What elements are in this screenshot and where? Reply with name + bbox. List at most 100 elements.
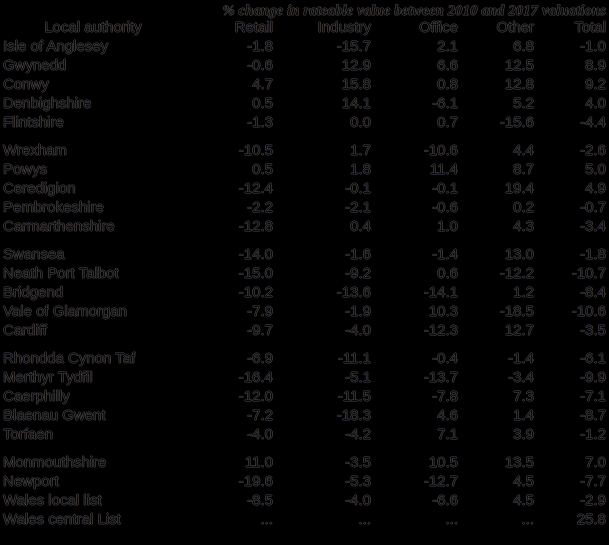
cell-name: Caerphilly — [3, 388, 70, 405]
cell-office: -12.3 — [423, 322, 458, 339]
cell-office: -13.7 — [423, 369, 458, 386]
table-title: % change in rateable value between 2010 … — [222, 3, 606, 19]
cell-other: -15.6 — [499, 114, 534, 131]
cell-industry: -1.9 — [345, 303, 371, 320]
table-row: Rhondda Cynon Taf -6.9 -11.1 -0.4 -1.4 -6.1 — [3, 349, 606, 368]
table-row: Blaenau Gwent -7.2 -18.3 4.6 1.4 -8.7 — [3, 406, 606, 425]
cell-name: Bridgend — [3, 284, 64, 301]
cell-office: ... — [445, 511, 458, 528]
cell-name: Vale of Glamorgan — [3, 303, 127, 320]
cell-other: 1.2 — [513, 284, 534, 301]
cell-other: 5.2 — [513, 95, 534, 112]
cell-other: 4.5 — [513, 473, 534, 490]
table-row: Merthyr Tydfil -16.4 -5.1 -13.7 -3.4 -9.9 — [3, 368, 606, 387]
table-row: Powys 0.5 1.8 11.4 8.7 5.0 — [3, 160, 606, 179]
rateable-value-table: Local authority Retail Industry Office O… — [3, 18, 606, 529]
cell-retail: -8.5 — [247, 492, 273, 509]
cell-industry: -2.1 — [345, 199, 371, 216]
cell-other: 7.3 — [513, 388, 534, 405]
cell-name: Wales central List — [3, 511, 121, 528]
cell-name: Powys — [3, 161, 48, 178]
cell-industry: 1.7 — [350, 142, 371, 159]
cell-retail: 4.7 — [252, 76, 273, 93]
cell-name: Swansea — [3, 246, 65, 263]
cell-name: Neath Port Talbot — [3, 265, 119, 282]
group-spacer — [3, 444, 606, 453]
cell-total: -9.9 — [580, 369, 606, 386]
table-row: Conwy 4.7 15.8 0.8 12.8 9.2 — [3, 75, 606, 94]
cell-retail: -16.4 — [238, 369, 273, 386]
table-row: Torfaen -4.0 -4.2 7.1 3.9 -1.2 — [3, 425, 606, 444]
cell-retail: -1.3 — [247, 114, 273, 131]
cell-office: 0.8 — [437, 76, 458, 93]
cell-name: Rhondda Cynon Taf — [3, 350, 136, 367]
cell-name: Pembrokeshire — [3, 199, 104, 216]
cell-retail: -12.0 — [238, 388, 273, 405]
cell-office: -6.6 — [432, 492, 458, 509]
cell-industry: -11.5 — [337, 388, 371, 405]
cell-office: 1.0 — [437, 218, 458, 235]
cell-name: Wales local list — [3, 492, 102, 509]
cell-name: Carmarthenshire — [3, 218, 115, 235]
cell-office: 2.1 — [437, 38, 458, 55]
cell-name: Torfaen — [3, 426, 54, 443]
cell-industry: 14.1 — [341, 95, 371, 112]
cell-retail: 0.5 — [252, 161, 273, 178]
cell-name: Flintshire — [3, 114, 64, 131]
cell-total: -10.7 — [571, 265, 606, 282]
cell-name: Cardiff — [3, 322, 47, 339]
cell-industry: -18.3 — [336, 407, 371, 424]
cell-other: -3.4 — [508, 369, 534, 386]
cell-industry: 12.9 — [341, 57, 371, 74]
cell-total: -4.4 — [580, 114, 606, 131]
cell-retail: -14.0 — [238, 246, 273, 263]
cell-retail: -6.9 — [247, 350, 273, 367]
group-spacer — [3, 132, 606, 141]
cell-office: -0.1 — [432, 180, 458, 197]
cell-industry: -4.2 — [345, 426, 371, 443]
header-row: Local authority Retail Industry Office O… — [3, 18, 606, 37]
cell-industry: -3.5 — [345, 454, 371, 471]
cell-office: 10.3 — [428, 303, 458, 320]
cell-total: 25.8 — [576, 511, 606, 528]
cell-industry: -15.7 — [336, 38, 371, 55]
table-row: Denbighshire 0.5 14.1 -6.1 5.2 4.0 — [3, 94, 606, 113]
cell-other: 13.5 — [504, 454, 534, 471]
cell-total: 4.9 — [585, 180, 606, 197]
cell-industry: -9.2 — [345, 265, 371, 282]
cell-office: 11.4 — [429, 161, 458, 178]
table-row: Wales local list -8.5 -4.0 -6.6 4.5 -2.9 — [3, 491, 606, 510]
table-row: Caerphilly -12.0 -11.5 -7.8 7.3 -7.1 — [3, 387, 606, 406]
cell-office: 10.5 — [428, 454, 458, 471]
table-row: Carmarthenshire -12.8 0.4 1.0 4.3 -3.4 — [3, 217, 606, 236]
cell-name: Ceredigion — [3, 180, 76, 197]
cell-total: -1.8 — [580, 246, 606, 263]
table-row: Wales central List............ 25.8 — [3, 510, 606, 529]
cell-office: -7.8 — [432, 388, 458, 405]
cell-other: 3.9 — [513, 426, 534, 443]
cell-other: ... — [521, 511, 534, 528]
cell-total: -0.7 — [580, 199, 606, 216]
table-row: Neath Port Talbot -15.0 -9.2 0.6 -12.2 -10.7 — [3, 264, 606, 283]
cell-industry: -4.0 — [345, 492, 371, 509]
cell-retail: -7.2 — [247, 407, 273, 424]
table-row: Newport -19.6 -5.3 -12.7 4.5 -7.7 — [3, 472, 606, 491]
spacer-cell — [3, 444, 606, 453]
table-row: Isle of Anglesey -1.8 -15.7 2.1 6.8 -1.0 — [3, 37, 606, 56]
cell-industry: 0.0 — [350, 114, 371, 131]
cell-name: Isle of Anglesey — [3, 38, 109, 55]
cell-other: 6.8 — [513, 38, 534, 55]
spacer-cell — [3, 236, 606, 245]
cell-total: -7.7 — [580, 473, 606, 490]
cell-retail: -10.5 — [238, 142, 273, 159]
header-other: Other — [496, 19, 534, 36]
group-spacer — [3, 236, 606, 245]
cell-office: -0.4 — [432, 350, 458, 367]
cell-office: 4.6 — [437, 407, 458, 424]
cell-total: 9.2 — [585, 76, 606, 93]
cell-other: 1.4 — [513, 407, 534, 424]
cell-name: Merthyr Tydfil — [3, 369, 93, 386]
cell-name: Newport — [3, 473, 59, 490]
cell-other: 4.4 — [513, 142, 534, 159]
cell-industry: 1.8 — [350, 161, 371, 178]
